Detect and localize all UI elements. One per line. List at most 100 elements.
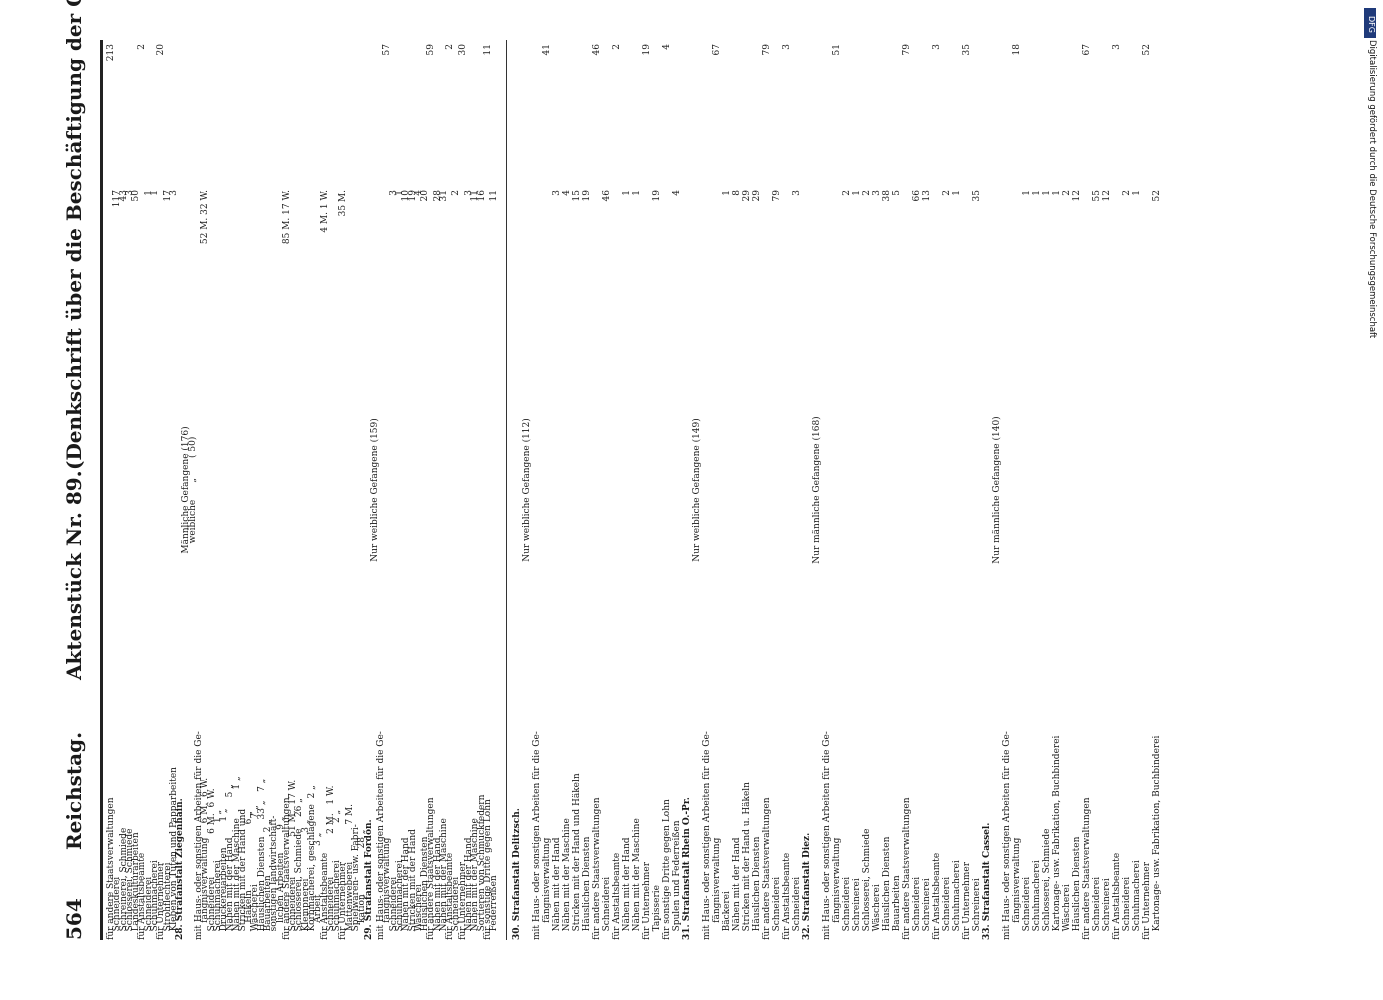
row-subtotal: 51 bbox=[832, 44, 842, 56]
row-count: 13 bbox=[922, 190, 932, 202]
row-count: 3 bbox=[792, 190, 802, 196]
table-row: mit Haus- oder sonstigen Arbeiten für di… bbox=[822, 40, 832, 940]
row-count: 1 bbox=[952, 190, 962, 196]
table-row: für andere Staatsverwaltungen 79 bbox=[762, 40, 772, 940]
row-label: für andere Staatsverwaltungen bbox=[902, 797, 912, 940]
row-label: Schlosserei, Schmiede bbox=[1042, 828, 1052, 940]
row-label: Bauarbeiten bbox=[892, 875, 902, 940]
row-count: 1 bbox=[1032, 190, 1042, 196]
table-row: für Unternehmer 19 bbox=[642, 40, 652, 940]
row-label: Schneiderei bbox=[912, 876, 922, 940]
dfg-logo: DFG bbox=[1364, 8, 1376, 38]
table-row: mit Haus- oder sonstigen Arbeiten für di… bbox=[532, 40, 542, 940]
row-count: 4 bbox=[672, 190, 682, 196]
row-label: Häuslichen Diensten bbox=[882, 836, 892, 940]
row-label: Schreinerei bbox=[922, 878, 932, 940]
row-count: 46 bbox=[602, 190, 612, 202]
row-count: 1 bbox=[1042, 190, 1052, 196]
right-column: 30. Strafanstalt Delitzsch. Nur weibliche… bbox=[512, 40, 1162, 940]
row-subtotal: 4 bbox=[662, 44, 672, 50]
row-subtotal: 3 bbox=[1112, 44, 1122, 50]
row-count: 29 bbox=[752, 190, 762, 202]
table-row: fängnisverwaltung 51 bbox=[832, 40, 842, 940]
row-label: Wäscherei bbox=[872, 884, 882, 940]
table-row: Schlosserei, Schmiede 2 bbox=[862, 40, 872, 940]
row-label: Schneiderei bbox=[792, 876, 802, 940]
table-row: für Unternehmer 52 bbox=[1142, 40, 1152, 940]
table-row: Schneiderei 2 bbox=[1122, 40, 1132, 940]
row-label: Nur männliche Gefangene (140) bbox=[992, 416, 1002, 564]
table-row: Schreinerei 13 bbox=[922, 40, 932, 940]
row-label: für Anstaltsbeamte bbox=[782, 852, 792, 940]
row-count: 2 bbox=[842, 190, 852, 196]
table-row: Schuhmacherei 1 bbox=[1132, 40, 1142, 940]
row-label: fängnisverwaltung bbox=[542, 837, 552, 940]
section-heading: 30. Strafanstalt Delitzsch. bbox=[512, 40, 522, 940]
row-label: Nur männliche Gefangene (168) bbox=[812, 416, 822, 564]
row-label: für andere Staatsverwaltungen bbox=[762, 797, 772, 940]
table-row: mit Haus- oder sonstigen Arbeiten für di… bbox=[702, 40, 712, 940]
row-count: 3 bbox=[552, 190, 562, 196]
header-rule bbox=[100, 40, 103, 940]
table-row: Nähen mit der Maschine 1 bbox=[632, 40, 642, 940]
table-row: für Anstaltsbeamte 2 bbox=[612, 40, 622, 940]
row-count: 52 bbox=[1152, 190, 1162, 202]
table-row: Wäscherei 2 bbox=[1062, 40, 1072, 940]
table-row: Schneiderei 46 bbox=[602, 40, 612, 940]
row-label: Kartonage- usw. Fabrikation, Buchbindere… bbox=[1052, 735, 1062, 940]
dfg-logo-text: DFG bbox=[1367, 16, 1376, 33]
row-label: Schuhmacherei bbox=[1032, 860, 1042, 940]
row-label: Nur weibliche Gefangene (149) bbox=[692, 418, 702, 562]
table-row: für Anstaltsbeamte 3 bbox=[782, 40, 792, 940]
table-row: Schlosserei, Schmiede 1 bbox=[1042, 40, 1052, 940]
table-row: Nur weibliche Gefangene (112) bbox=[522, 40, 532, 940]
row-count: 8 bbox=[732, 190, 742, 196]
table-row: Schreinerei 35 bbox=[972, 40, 982, 940]
row-label: fängnisverwaltung bbox=[832, 837, 842, 940]
row-count: 3 bbox=[872, 190, 882, 196]
rotated-content: 564 Reichstag. Aktenstück Nr. 89. (Denks… bbox=[60, 0, 1300, 940]
table-row: Schneiderei 66 bbox=[912, 40, 922, 940]
row-label: Schneiderei bbox=[1122, 876, 1132, 940]
row-count: 12 bbox=[1072, 190, 1082, 202]
row-count: 19 bbox=[582, 190, 592, 202]
row-label: 32. Strafanstalt Diez. bbox=[802, 832, 812, 940]
row-subtotal: 67 bbox=[712, 44, 722, 56]
row-count: 1 bbox=[1022, 190, 1032, 196]
row-label: Federreißen bbox=[489, 875, 500, 940]
page-header: 564 Reichstag. Aktenstück Nr. 89. (Denks… bbox=[60, 0, 94, 940]
row-count: 2 bbox=[1122, 190, 1132, 196]
row-label: Häuslichen Diensten bbox=[752, 836, 762, 940]
table-row: Nähen mit der Hand 1 bbox=[622, 40, 632, 940]
row-label: Häuslichen Diensten bbox=[1072, 836, 1082, 940]
row-count: 79 bbox=[772, 190, 782, 202]
row-subtotal: 19 bbox=[642, 44, 652, 56]
table-row: Schreinerei 12 bbox=[1102, 40, 1112, 940]
table-row: Nur weibliche Gefangene (149) bbox=[692, 40, 702, 940]
row-count: 38 bbox=[882, 190, 892, 202]
row-subtotal: 41 bbox=[542, 44, 552, 56]
table-row: Spulen und Federreißen 4 bbox=[672, 40, 682, 940]
row-label: für andere Staatsverwaltungen bbox=[592, 797, 602, 940]
row-label: Schuhmacherei bbox=[952, 860, 962, 940]
row-label: Schneiderei bbox=[1092, 876, 1102, 940]
row-label: Nähen mit der Hand bbox=[732, 837, 742, 940]
row-count: 66 bbox=[912, 190, 922, 202]
row-label: Schneiderei bbox=[772, 876, 782, 940]
table-row: Schuhmacherei 1 bbox=[1032, 40, 1042, 940]
table-row: Wäscherei 3 bbox=[872, 40, 882, 940]
row-label: für Anstaltsbeamte bbox=[1112, 852, 1122, 940]
row-count: 2 bbox=[942, 190, 952, 196]
row-label: Schreinerei bbox=[852, 878, 862, 940]
table-row: Nähen mit der Maschine 4 bbox=[562, 40, 572, 940]
table-row: für andere Staatsverwaltungen 79 bbox=[902, 40, 912, 940]
row-label: für andere Staatsverwaltungen bbox=[1082, 797, 1092, 940]
row-label: für Anstaltsbeamte bbox=[932, 852, 942, 940]
row-subtotal: 79 bbox=[902, 44, 912, 56]
table-row: Kartonage- usw. Fabrikation, Buchbindere… bbox=[1052, 40, 1062, 940]
row-label: 30. Strafanstalt Delitzsch. bbox=[512, 808, 522, 940]
row-label: Spulen und Federreißen bbox=[672, 820, 682, 940]
row-label: Wäscherei bbox=[1062, 884, 1072, 940]
row-count: 1 bbox=[622, 190, 632, 196]
table-row: für sonstige Dritte gegen Lohn 4 bbox=[662, 40, 672, 940]
